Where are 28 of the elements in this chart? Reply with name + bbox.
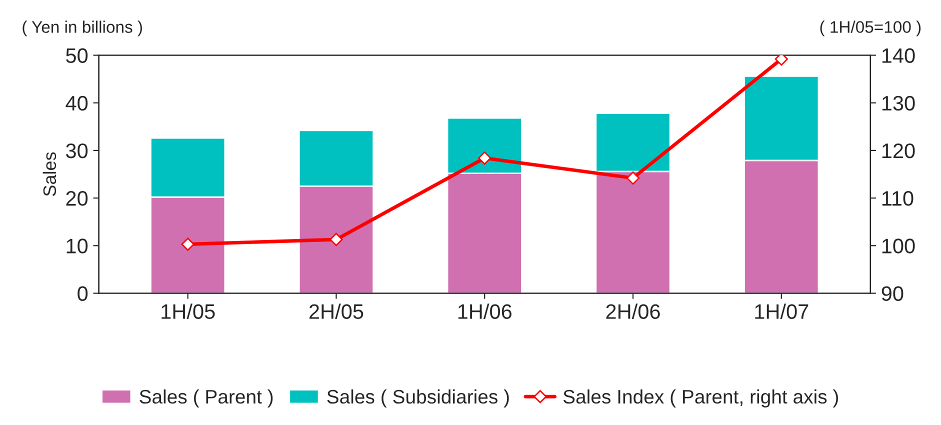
legend-label: Sales ( Subsidiaries ) [327, 389, 509, 408]
y-tick-label: 20 [66, 191, 88, 206]
y2-tick-label: 140 [882, 48, 915, 64]
y2-tick-label: 120 [882, 143, 915, 158]
y-tick-label: 0 [78, 286, 88, 302]
x-tick-label: 1H/05 [162, 304, 215, 319]
point [774, 55, 788, 66]
x-tick-label: 1H/07 [755, 304, 808, 319]
y-tick-label: 40 [66, 96, 88, 111]
legend-label: Sales Index ( Parent, right axis ) [563, 389, 838, 408]
y2-tick-label: 110 [882, 191, 914, 206]
y-axis-title: Sales [42, 152, 56, 196]
y-tick-label: 10 [66, 238, 88, 254]
y2-tick-label: 100 [882, 238, 915, 254]
point [181, 238, 194, 251]
x-tick-label: 1H/06 [458, 304, 512, 319]
legend-label: Sales ( Parent ) [140, 389, 273, 408]
x-tick-label: 2H/06 [606, 304, 660, 319]
point [478, 151, 492, 165]
point [626, 171, 640, 185]
y-tick-label: 30 [66, 143, 88, 158]
text: ( Yen in billions ) [22, 20, 142, 36]
y-tick-label: 50 [66, 48, 88, 64]
y2-axis-title: ( 1H/05=100 ) [820, 20, 921, 36]
point [330, 232, 343, 246]
y2-tick-label: 130 [882, 96, 915, 111]
x-tick-label: 2H/05 [309, 304, 364, 319]
y2-tick-label: 90 [882, 286, 904, 302]
